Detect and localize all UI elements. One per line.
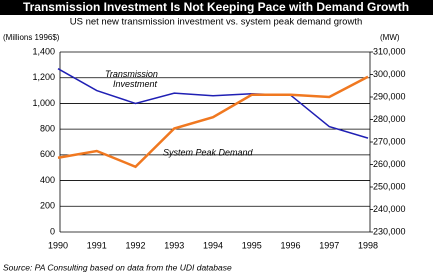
y2-tick-label: 250,000 <box>373 181 406 191</box>
x-tick-label: 1993 <box>164 240 184 250</box>
y2-tick-label: 230,000 <box>373 226 406 236</box>
x-tick-label: 1991 <box>87 240 107 250</box>
x-tick-label: 1997 <box>319 240 339 250</box>
title-bar <box>0 0 433 15</box>
chart-subtitle: US net new transmission investment vs. s… <box>70 17 363 28</box>
y-tick-label: 1,000 <box>32 98 55 108</box>
y-tick-label: 400 <box>40 175 55 185</box>
y-tick-label: 200 <box>40 201 55 211</box>
y2-tick-label: 270,000 <box>373 136 406 146</box>
y2-tick-label: 300,000 <box>373 69 406 79</box>
x-tick-label: 1995 <box>242 240 262 250</box>
y-tick-label: 1,200 <box>32 72 55 82</box>
y-tick-label: 600 <box>40 149 55 159</box>
y2-tick-label: 310,000 <box>373 46 406 56</box>
annotation: System Peak Demand <box>163 147 254 157</box>
y2-tick-label: 280,000 <box>373 114 406 124</box>
x-tick-label: 1998 <box>358 240 378 250</box>
y2-tick-label: 240,000 <box>373 204 406 214</box>
y-axis-label: (Millions 1996$) <box>3 33 60 42</box>
x-tick-label: 1994 <box>203 240 223 250</box>
y2-tick-label: 290,000 <box>373 91 406 101</box>
source-note: Source: PA Consulting based on data from… <box>3 262 232 272</box>
y2-axis-label: (MW) <box>380 33 400 42</box>
series-line <box>57 75 369 169</box>
x-tick-label: 1990 <box>48 240 68 250</box>
y-tick-label: 800 <box>40 124 55 134</box>
y-tick-label: 1,400 <box>32 46 55 56</box>
y-tick-label: 0 <box>50 226 55 236</box>
annotation: Transmission Investment <box>105 69 158 89</box>
chart-title: Transmission Investment Is Not Keeping P… <box>23 0 409 14</box>
series-line <box>57 68 369 139</box>
x-tick-label: 1996 <box>280 240 300 250</box>
x-tick-label: 1992 <box>125 240 145 250</box>
y2-tick-label: 260,000 <box>373 159 406 169</box>
